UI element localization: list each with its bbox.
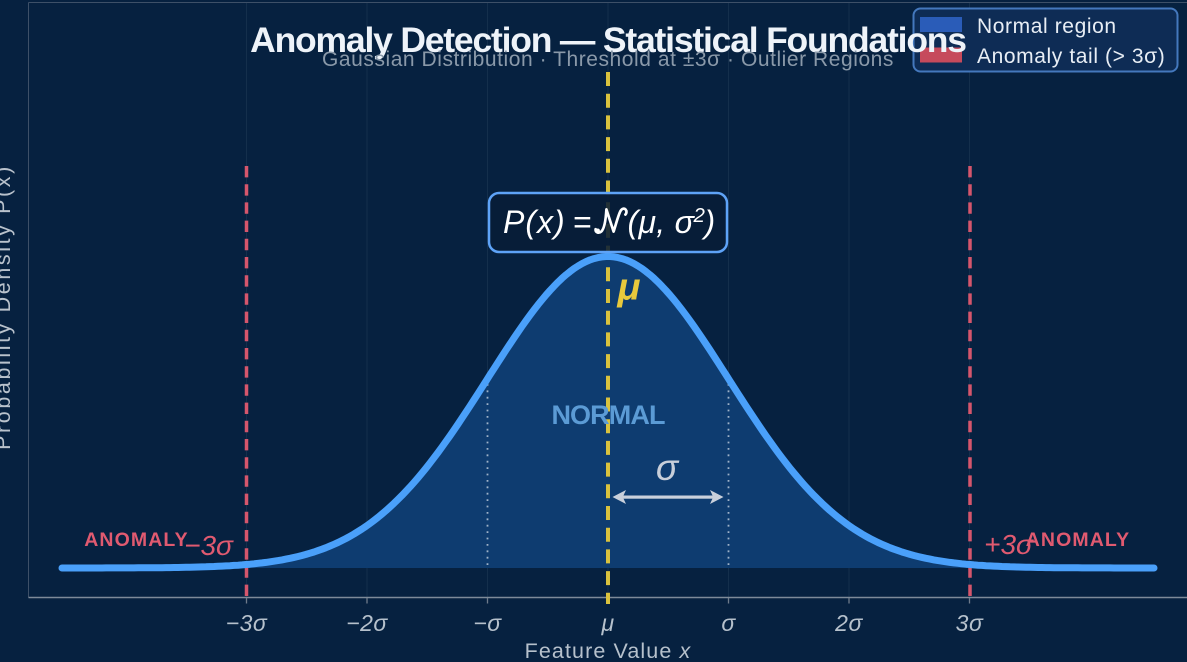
svg-text:σ: σ — [656, 447, 680, 488]
svg-text:2: 2 — [693, 204, 706, 227]
svg-text:ANOMALY: ANOMALY — [1026, 529, 1131, 551]
svg-text:Normal region: Normal region — [977, 15, 1117, 38]
svg-text:Feature Value x: Feature Value x — [525, 639, 692, 662]
svg-text:ANOMALY: ANOMALY — [84, 529, 189, 551]
svg-text:Anomaly Detection — Statistica: Anomaly Detection — Statistical Foundati… — [250, 20, 966, 60]
svg-text:Gaussian Distribution · Thresh: Gaussian Distribution · Threshold at ±3σ… — [322, 48, 894, 71]
svg-text:2σ: 2σ — [834, 610, 863, 636]
svg-text:Probability Density P(x): Probability Density P(x) — [0, 164, 15, 450]
svg-text:+3σ: +3σ — [984, 529, 1034, 560]
svg-text:Anomaly tail (> 3σ): Anomaly tail (> 3σ) — [977, 45, 1165, 68]
svg-text:−2σ: −2σ — [346, 610, 388, 636]
svg-text:μ: μ — [600, 610, 614, 636]
svg-text:−3σ: −3σ — [226, 610, 268, 636]
svg-text:): ) — [701, 204, 716, 240]
svg-text:P(x): P(x) — [503, 204, 566, 240]
svg-text:μ: μ — [617, 267, 641, 309]
svg-text:−σ: −σ — [473, 610, 502, 636]
svg-text:=: = — [573, 204, 592, 240]
svg-text:(μ, σ: (μ, σ — [628, 204, 696, 240]
svg-text:3σ: 3σ — [956, 610, 984, 636]
svg-text:−3σ: −3σ — [184, 530, 234, 561]
svg-text:NORMAL: NORMAL — [551, 400, 664, 430]
svg-text:σ: σ — [721, 610, 736, 636]
